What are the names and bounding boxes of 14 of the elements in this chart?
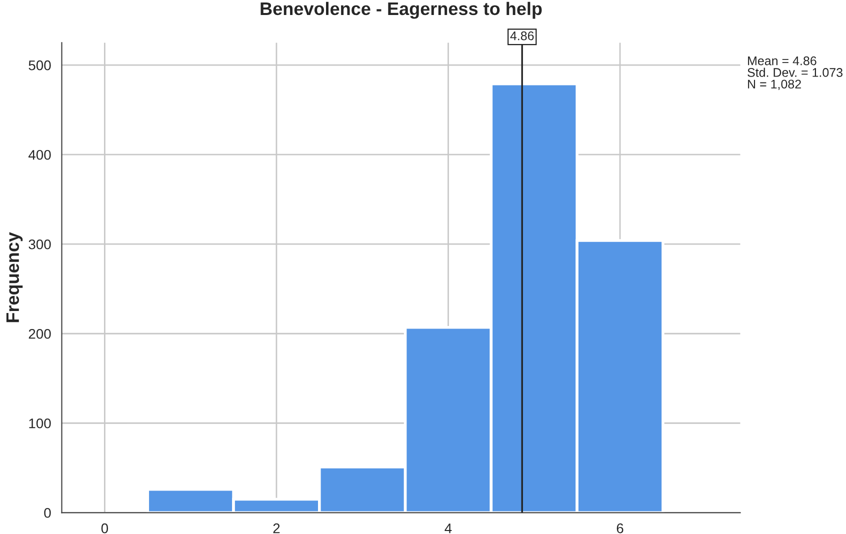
ref-line-label: 4.86 <box>510 31 534 40</box>
text: Mean = 4.86 Std. Dev. = 1.073 N = 1,082 <box>748 56 842 90</box>
y-tick-label: 100 <box>29 418 51 428</box>
y-tick-label: 200 <box>28 328 51 339</box>
y-tick-label: 0 <box>44 508 51 518</box>
x-tick-label: 4 <box>444 524 452 534</box>
x-tick-label: 6 <box>616 523 624 534</box>
chart-title: Benevolence - Eagerness to help <box>260 2 542 19</box>
y-tick-label: 400 <box>28 150 51 160</box>
y-tick-label: 300 <box>28 239 51 250</box>
y-axis-title: Frequency <box>6 232 23 322</box>
x-tick-label: 2 <box>273 523 280 534</box>
y-tick-label: 500 <box>28 60 51 70</box>
x-tick-label: 0 <box>101 523 108 534</box>
